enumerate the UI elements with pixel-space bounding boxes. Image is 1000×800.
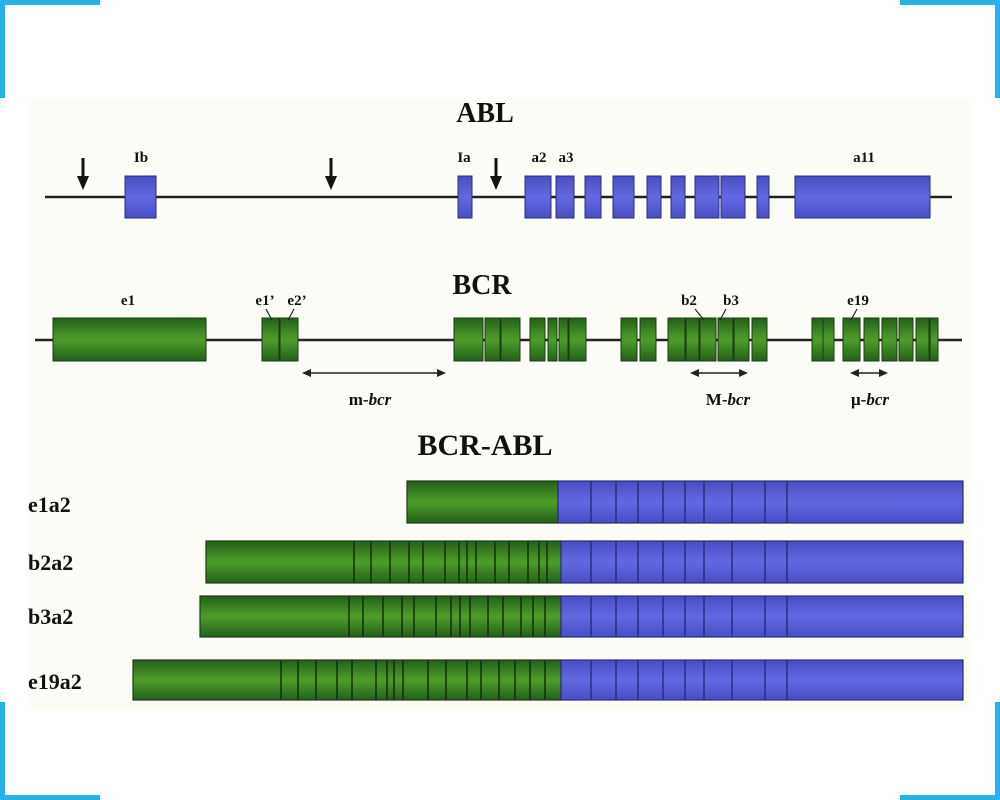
corner-bracket [0,795,100,800]
arrow-head-right [739,369,748,377]
bcr-label-e1p: e1’ [255,293,274,309]
bcr-title: BCR [452,270,512,301]
arrow-head-right [437,369,446,377]
M-bcr-label: M-bcr [706,390,751,409]
fusion-label-b3a2: b3a2 [28,604,73,629]
abl-exon [694,175,720,219]
corner-bracket [0,0,100,5]
bcr-exon [529,317,546,362]
abl-title: ABL [456,98,514,129]
bcr-exon [717,317,734,362]
arrow-head-right [879,369,888,377]
breakpoint-arrow-icon [325,158,337,190]
bcr-exon [881,317,898,362]
bcr-abl-title: BCR-ABL [417,429,552,462]
fusion-transcript-b2a2 [205,540,964,584]
bcr-exon [929,317,939,362]
abl-exon [457,175,473,219]
bcr-exon [685,317,700,362]
abl-portion [560,659,964,701]
arrow-head [490,176,502,190]
bcr-portion [406,480,559,524]
bcr-exon [898,317,914,362]
arrow-head-left [850,369,859,377]
abl-portion [560,540,964,584]
bcr-exon [620,317,638,362]
bcr-exon [863,317,880,362]
corner-bracket [900,0,1000,5]
bcr-label-b2: b2 [681,293,697,309]
corner-bracket [995,0,1000,98]
fusion-label-b2a2: b2a2 [28,550,73,575]
arrow-head [77,176,89,190]
corner-bracket [995,702,1000,800]
bcr-exon [811,317,824,362]
abl-exon [124,175,157,219]
fusion-transcript-e19a2 [132,659,964,701]
bcr-exon [751,317,768,362]
bcr-exon [453,317,484,362]
bcr-exon [667,317,686,362]
arrow-head-left [302,369,311,377]
abl-portion [560,595,964,638]
abl-label-a11: a11 [853,150,875,166]
abl-exon [646,175,662,219]
bcr-exon [822,317,835,362]
abl-label-ia: Ia [457,150,471,166]
breakpoint-arrow-icon [77,158,89,190]
fusion-transcript-b3a2 [199,595,964,638]
abl-label-a3: a3 [559,150,574,166]
m-bcr-arrow [302,369,446,377]
corner-bracket [0,0,5,98]
fusion-label-e1a2: e1a2 [28,492,71,517]
bcr-exon [261,317,280,362]
bcr-label-e19: e19 [847,293,869,309]
bcr-label-e2p: e2’ [287,293,306,309]
abl-exon [612,175,635,219]
bcr-exon [279,317,299,362]
abl-portion [557,480,964,524]
abl-exon [584,175,602,219]
M-bcr-arrow [690,369,748,377]
bcr-label-b3: b3 [723,293,739,309]
bcr-exon [484,317,501,362]
arrow-head [325,176,337,190]
bcr-portion [132,659,562,701]
abl-label-ib: Ib [134,150,148,166]
bcr-exon [915,317,930,362]
bcr-exon [547,317,558,362]
bcr-exon [639,317,657,362]
bcr-exon [842,317,861,362]
bcr-portion [199,595,562,638]
label-pointer-lines [265,308,858,321]
corner-bracket [0,702,5,800]
m-bcr-label: m-bcr [349,390,392,409]
abl-exon [756,175,770,219]
abl-exon [720,175,746,219]
abl-exon [524,175,552,219]
bcr-exon [568,317,587,362]
abl-exon [794,175,931,219]
bcr-exon [558,317,569,362]
corner-bracket [900,795,1000,800]
bcr-exon [733,317,750,362]
fusion-label-e19a2: e19a2 [28,669,82,694]
breakpoint-arrow-icon [490,158,502,190]
arrow-head-left [690,369,699,377]
fusion-transcript-e1a2 [406,480,964,524]
abl-exon [670,175,686,219]
bcr-exon [52,317,207,362]
bcr-exon [500,317,521,362]
bcr-exon [699,317,717,362]
bcr-label-e1: e1 [121,293,135,309]
abl-exon [555,175,575,219]
mu-bcr-label: μ-bcr [851,390,889,409]
mu-bcr-arrow [850,369,888,377]
abl-label-a2: a2 [532,150,547,166]
bcr-portion [205,540,562,584]
